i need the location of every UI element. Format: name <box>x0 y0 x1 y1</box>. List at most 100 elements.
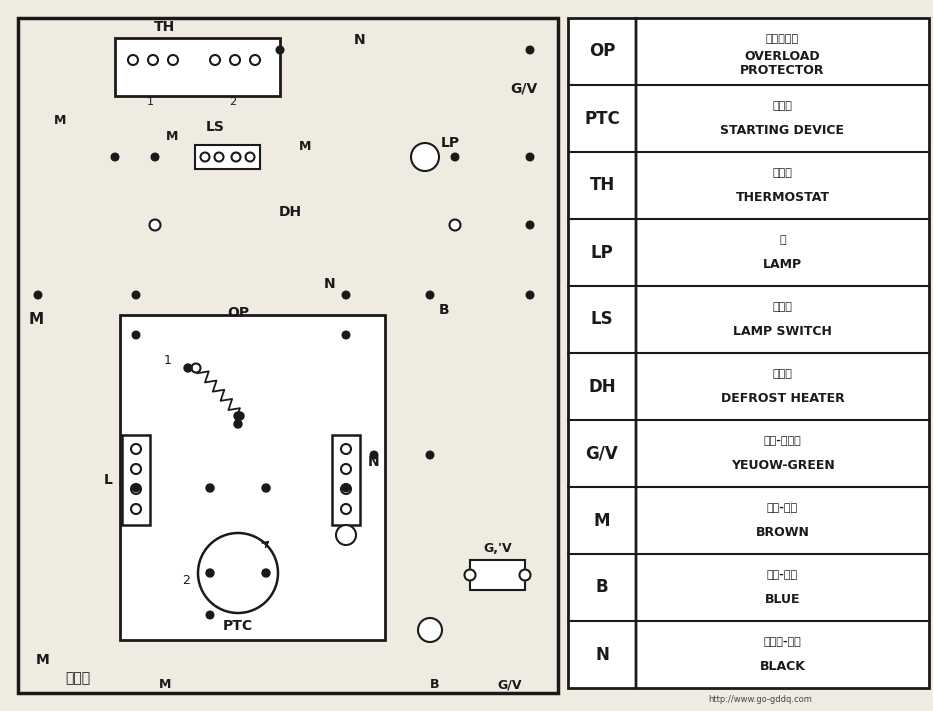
Text: M: M <box>54 114 66 127</box>
Text: STARTING DEVICE: STARTING DEVICE <box>720 124 844 137</box>
Text: DEFROST HEATER: DEFROST HEATER <box>720 392 844 405</box>
Text: THERMOSTAT: THERMOSTAT <box>735 191 829 204</box>
Bar <box>470 560 525 590</box>
Circle shape <box>342 484 350 492</box>
Circle shape <box>206 484 214 492</box>
Text: BROWN: BROWN <box>756 526 810 539</box>
Circle shape <box>148 55 158 65</box>
Circle shape <box>341 464 351 474</box>
Circle shape <box>231 152 241 161</box>
Circle shape <box>35 292 42 299</box>
Circle shape <box>132 484 140 492</box>
Text: B: B <box>595 579 608 597</box>
Circle shape <box>111 153 118 161</box>
Text: LP: LP <box>591 243 613 262</box>
Circle shape <box>341 504 351 514</box>
Text: B: B <box>430 678 439 692</box>
Circle shape <box>250 55 260 65</box>
Circle shape <box>168 55 178 65</box>
Circle shape <box>341 444 351 454</box>
Circle shape <box>215 152 224 161</box>
Text: 过载保护器: 过载保护器 <box>766 35 799 45</box>
Text: OVERLOAD
PROTECTOR: OVERLOAD PROTECTOR <box>740 50 825 77</box>
Text: 温控器: 温控器 <box>773 169 792 178</box>
Text: DH: DH <box>278 205 301 219</box>
Text: 起动器: 起动器 <box>773 102 792 112</box>
Text: 火线-棕色: 火线-棕色 <box>767 503 798 513</box>
Circle shape <box>210 55 220 65</box>
Text: 2: 2 <box>182 574 190 587</box>
Circle shape <box>526 292 534 299</box>
Circle shape <box>452 153 459 161</box>
Text: M: M <box>36 653 49 667</box>
Text: 零线-蓝色: 零线-蓝色 <box>767 570 798 580</box>
Circle shape <box>526 221 534 229</box>
Text: OP: OP <box>227 306 249 320</box>
Circle shape <box>191 363 201 373</box>
Text: LAMP: LAMP <box>763 258 802 271</box>
Text: 电路图: 电路图 <box>65 671 91 685</box>
Circle shape <box>201 152 210 161</box>
Text: TH: TH <box>590 176 615 195</box>
Circle shape <box>418 618 442 642</box>
Circle shape <box>245 152 255 161</box>
Text: M: M <box>299 141 312 154</box>
Circle shape <box>370 451 378 459</box>
Circle shape <box>131 464 141 474</box>
Text: PTC: PTC <box>223 619 253 633</box>
Text: LP: LP <box>440 136 460 150</box>
Circle shape <box>198 533 278 613</box>
Text: 1: 1 <box>164 353 172 366</box>
Text: M: M <box>166 131 178 144</box>
Circle shape <box>342 331 350 339</box>
Text: PTC: PTC <box>584 109 620 127</box>
Circle shape <box>132 331 140 339</box>
Circle shape <box>262 484 270 492</box>
Circle shape <box>234 420 242 428</box>
Text: G,'V: G,'V <box>483 542 512 555</box>
Circle shape <box>149 220 160 230</box>
Bar <box>120 315 385 640</box>
Circle shape <box>151 153 159 161</box>
Circle shape <box>262 569 270 577</box>
Circle shape <box>128 55 138 65</box>
Circle shape <box>526 46 534 54</box>
Text: N: N <box>369 455 380 469</box>
Text: G/V: G/V <box>586 444 619 462</box>
Circle shape <box>131 504 141 514</box>
Text: LAMP SWITCH: LAMP SWITCH <box>733 325 832 338</box>
Text: BLACK: BLACK <box>759 660 805 673</box>
Circle shape <box>131 484 141 494</box>
Circle shape <box>276 46 284 54</box>
Text: M: M <box>28 313 44 328</box>
Text: 2: 2 <box>230 97 237 107</box>
Text: N: N <box>324 277 336 291</box>
Text: TH: TH <box>154 20 175 34</box>
Text: LS: LS <box>591 311 613 328</box>
Bar <box>332 435 360 525</box>
Circle shape <box>465 570 476 580</box>
Text: 连接线-黑色: 连接线-黑色 <box>763 638 801 648</box>
Circle shape <box>236 412 244 420</box>
Text: BLUE: BLUE <box>765 593 801 606</box>
Circle shape <box>426 451 434 459</box>
Text: 1: 1 <box>146 97 154 107</box>
Text: 除霜器: 除霜器 <box>773 370 792 380</box>
Circle shape <box>450 220 461 230</box>
Circle shape <box>526 153 534 161</box>
Text: L: L <box>104 473 113 487</box>
Bar <box>115 38 280 96</box>
Text: N: N <box>595 646 609 663</box>
Circle shape <box>184 364 192 372</box>
Text: G/V: G/V <box>510 81 537 95</box>
Text: B: B <box>439 303 450 317</box>
Circle shape <box>206 611 214 619</box>
Circle shape <box>230 55 240 65</box>
Text: G/V: G/V <box>497 678 522 692</box>
Circle shape <box>131 444 141 454</box>
Bar <box>568 18 929 688</box>
Circle shape <box>132 292 140 299</box>
Text: http://www.go-gddq.com: http://www.go-gddq.com <box>708 695 812 705</box>
Text: M: M <box>593 511 610 530</box>
Text: M: M <box>159 678 171 692</box>
